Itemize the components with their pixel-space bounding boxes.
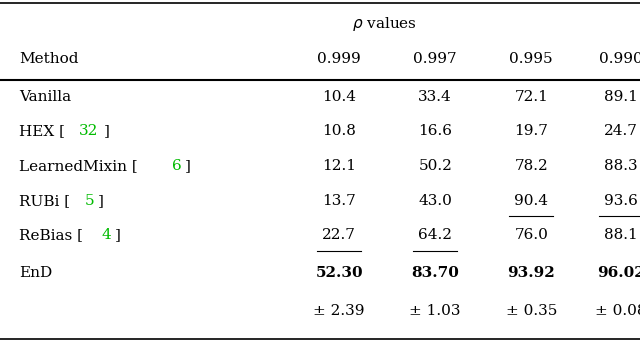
Text: RUBi [: RUBi [ <box>19 194 70 208</box>
Text: 93.6: 93.6 <box>604 194 637 208</box>
Text: HEX [: HEX [ <box>19 125 65 138</box>
Text: 64.2: 64.2 <box>418 228 452 242</box>
Text: 76.0: 76.0 <box>515 228 548 242</box>
Text: 5: 5 <box>85 194 95 208</box>
Text: 88.3: 88.3 <box>604 159 637 173</box>
Text: ]: ] <box>97 194 104 208</box>
Text: $\rho$ values: $\rho$ values <box>351 15 417 33</box>
Text: ± 0.08: ± 0.08 <box>595 304 640 318</box>
Text: 12.1: 12.1 <box>322 159 356 173</box>
Text: ]: ] <box>185 159 191 173</box>
Text: 10.4: 10.4 <box>322 90 356 104</box>
Text: 24.7: 24.7 <box>604 125 637 138</box>
Text: 50.2: 50.2 <box>419 159 452 173</box>
Text: EnD: EnD <box>19 266 52 280</box>
Text: ReBias [: ReBias [ <box>19 228 83 242</box>
Text: 78.2: 78.2 <box>515 159 548 173</box>
Text: 72.1: 72.1 <box>515 90 548 104</box>
Text: 16.6: 16.6 <box>418 125 452 138</box>
Text: ± 1.03: ± 1.03 <box>410 304 461 318</box>
Text: 10.8: 10.8 <box>323 125 356 138</box>
Text: ± 0.35: ± 0.35 <box>506 304 557 318</box>
Text: 19.7: 19.7 <box>515 125 548 138</box>
Text: 0.995: 0.995 <box>509 52 553 66</box>
Text: ]: ] <box>115 228 120 242</box>
Text: ± 2.39: ± 2.39 <box>314 304 365 318</box>
Text: 90.4: 90.4 <box>514 194 548 208</box>
Text: Method: Method <box>19 52 79 66</box>
Text: 0.990: 0.990 <box>599 52 640 66</box>
Text: 6: 6 <box>172 159 182 173</box>
Text: ]: ] <box>104 125 109 138</box>
Text: 4: 4 <box>102 228 111 242</box>
Text: 0.997: 0.997 <box>413 52 457 66</box>
Text: 83.70: 83.70 <box>412 266 459 280</box>
Text: 88.1: 88.1 <box>604 228 637 242</box>
Text: 96.02: 96.02 <box>597 266 640 280</box>
Text: 93.92: 93.92 <box>508 266 555 280</box>
Text: 52.30: 52.30 <box>316 266 363 280</box>
Text: 43.0: 43.0 <box>419 194 452 208</box>
Text: 0.999: 0.999 <box>317 52 361 66</box>
Text: 32: 32 <box>79 125 98 138</box>
Text: 89.1: 89.1 <box>604 90 637 104</box>
Text: LearnedMixin [: LearnedMixin [ <box>19 159 138 173</box>
Text: Vanilla: Vanilla <box>19 90 71 104</box>
Text: 22.7: 22.7 <box>323 228 356 242</box>
Text: 13.7: 13.7 <box>323 194 356 208</box>
Text: 33.4: 33.4 <box>419 90 452 104</box>
